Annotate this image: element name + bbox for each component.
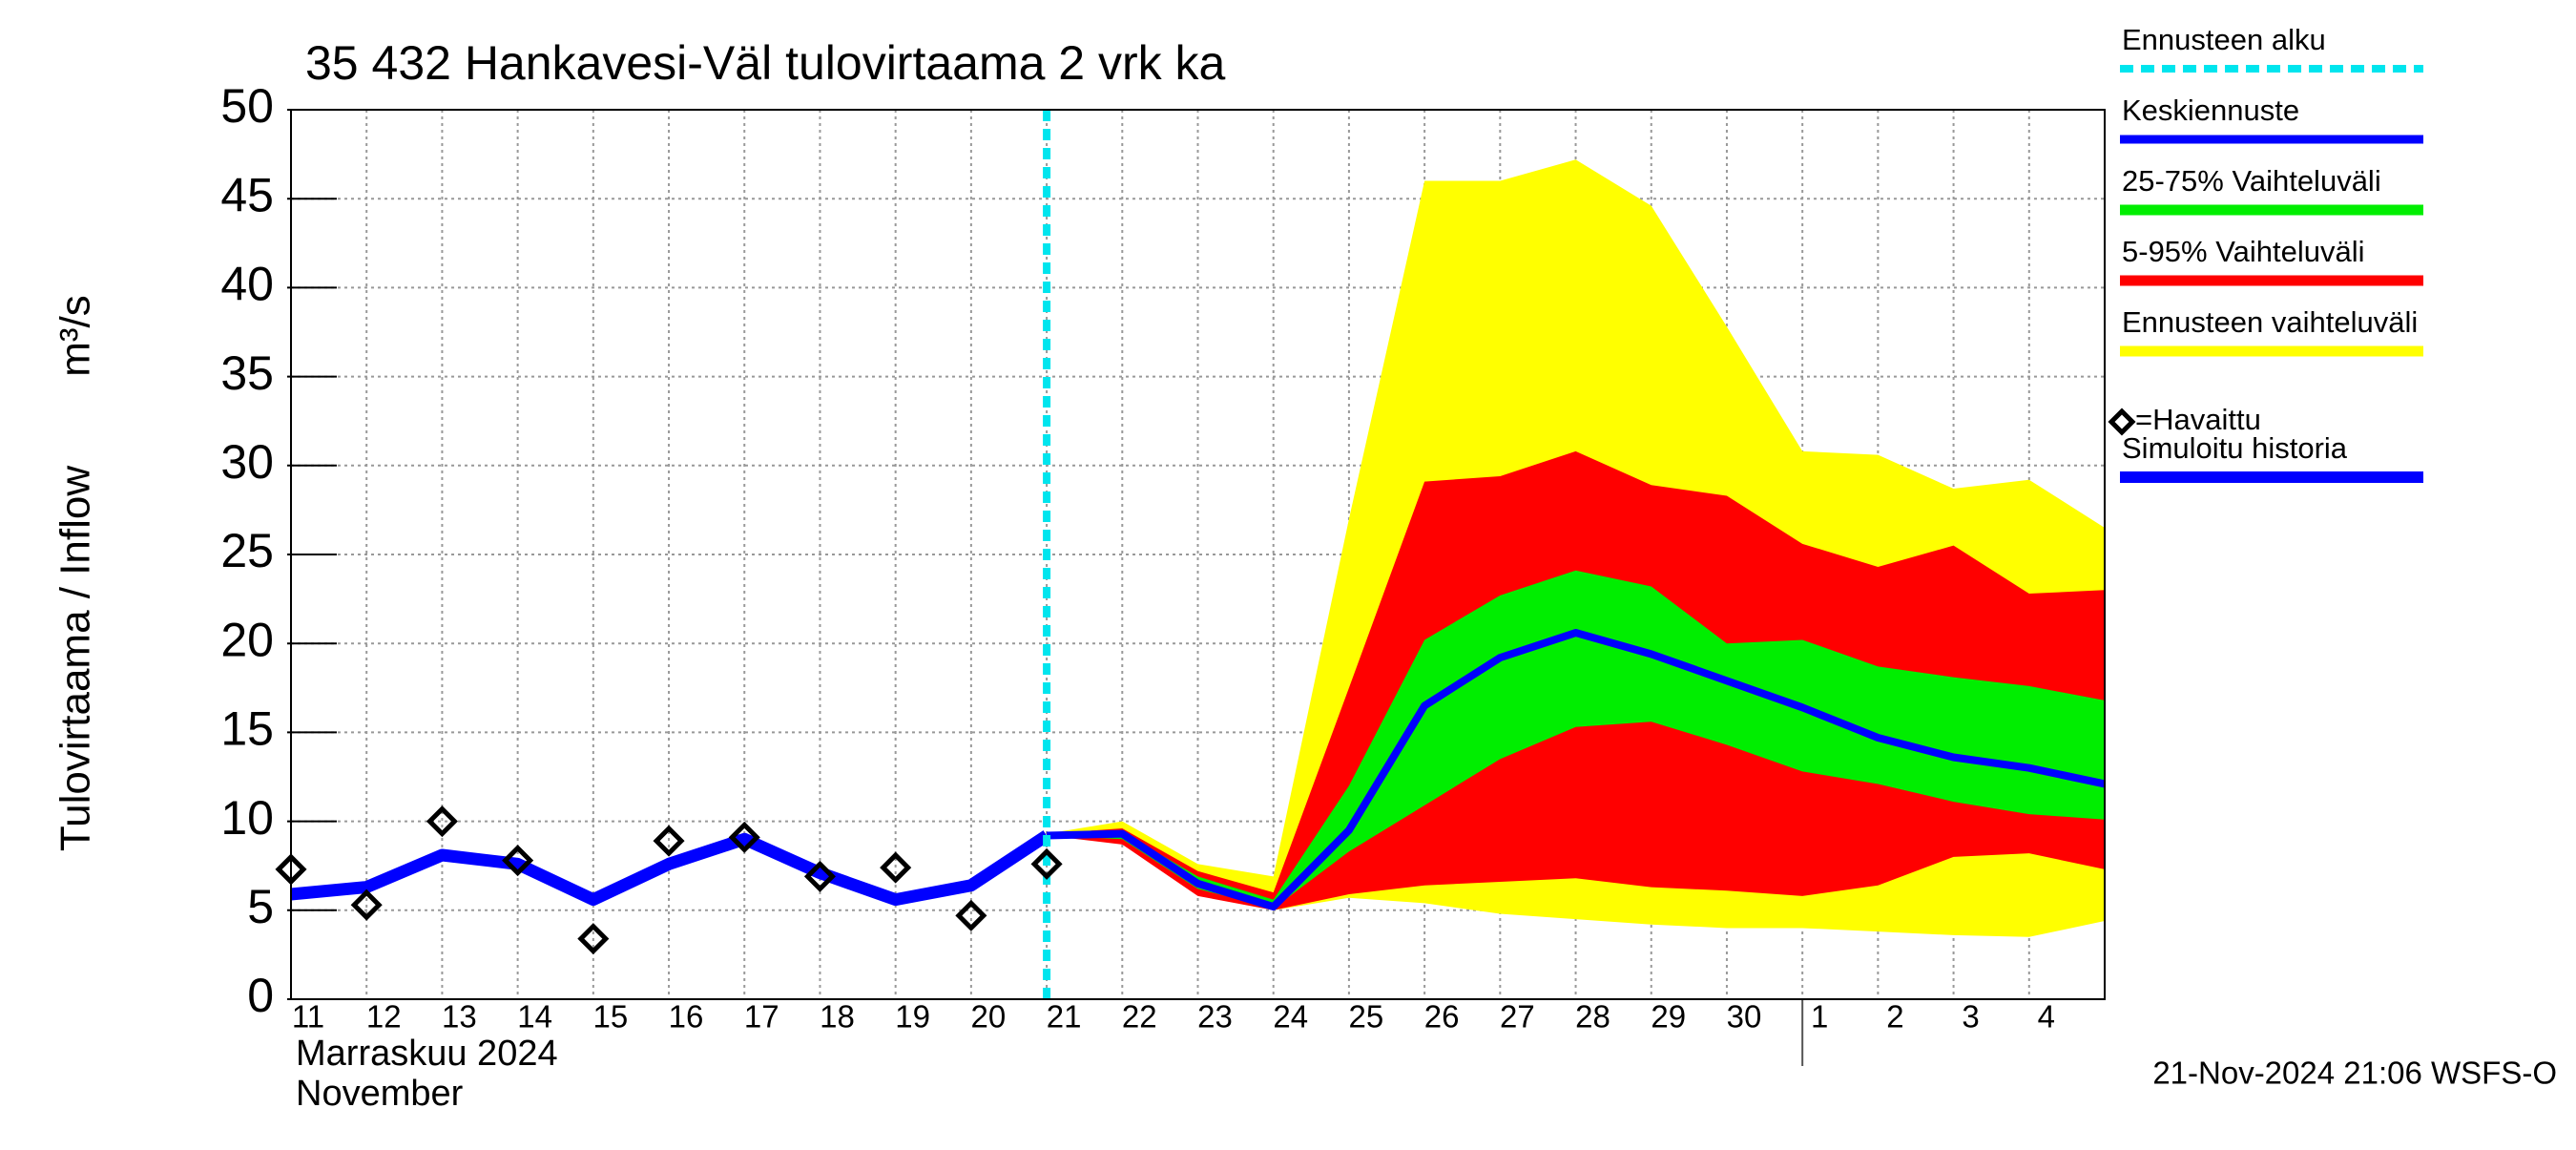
observed-marker [1030,847,1063,880]
series-line [1046,629,2106,911]
legend-label: =Havaittu [2135,403,2261,436]
timestamp: 21-Nov-2024 21:06 WSFS-O [2152,1056,2557,1091]
x-tick-label: 1 [1811,999,1828,1035]
y-axis-unit: m³/s [52,295,99,377]
observed-marker [880,851,912,884]
observed-marker [653,825,685,857]
y-tick-label: 20 [220,613,274,666]
legend-marker [2108,408,2136,436]
x-tick-label: 30 [1727,999,1762,1035]
plot-frame [290,109,2106,1000]
y-tick-label: 45 [220,168,274,221]
month-label: Marraskuu 2024 [296,1034,558,1074]
y-tick-label: 15 [220,702,274,756]
y-tick-label: 50 [220,79,274,133]
legend-label: 25-75% Vaihteluväli [2122,164,2381,198]
observed-marker [426,805,458,838]
x-tick-label: 20 [971,999,1007,1035]
x-tick-label: 17 [744,999,779,1035]
month-label: November [296,1074,464,1114]
legend-label: Ennusteen alku [2122,23,2326,56]
band [1047,570,2105,909]
observed-marker [955,899,987,931]
x-tick-label: 2 [1886,999,1903,1035]
x-tick-label: 21 [1047,999,1082,1035]
observed-marker [803,860,836,892]
x-tick-label: 14 [517,999,552,1035]
x-tick-label: 22 [1122,999,1157,1035]
x-tick-label: 24 [1273,999,1308,1035]
y-tick-label: 5 [247,880,274,933]
y-tick-label: 30 [220,435,274,489]
x-tick-label: 29 [1651,999,1686,1035]
x-tick-label: 4 [2038,999,2055,1035]
y-tick-label: 10 [220,791,274,845]
x-tick-label: 27 [1500,999,1535,1035]
legend-label: Keskiennuste [2122,94,2299,127]
chart-title: 35 432 Hankavesi-Väl tulovirtaama 2 vrk … [305,36,1226,90]
x-tick-label: 16 [669,999,704,1035]
x-tick-label: 18 [820,999,855,1035]
x-tick-label: 13 [442,999,477,1035]
x-tick-label: 11 [292,999,324,1035]
observed-marker [728,821,760,853]
observed-marker [502,845,534,877]
y-axis-title: Tulovirtaama / Inflow [52,466,99,852]
legend-label: Simuloitu historia [2122,431,2348,465]
y-tick-label: 25 [220,524,274,577]
series-line [290,830,1050,907]
x-tick-label: 3 [1962,999,1979,1035]
observed-marker [577,923,610,955]
x-tick-label: 19 [895,999,930,1035]
legend-label: Ennusteen vaihteluväli [2122,305,2418,339]
x-tick-label: 26 [1424,999,1460,1035]
x-tick-label: 15 [592,999,628,1035]
x-tick-label: 12 [366,999,402,1035]
y-tick-label: 0 [247,969,274,1022]
x-tick-label: 23 [1197,999,1233,1035]
x-tick-label: 28 [1575,999,1610,1035]
y-tick-label: 40 [220,258,274,311]
x-tick-label: 25 [1349,999,1384,1035]
y-tick-label: 35 [220,346,274,400]
legend-label: 5-95% Vaihteluväli [2122,235,2364,268]
observed-marker [350,889,383,921]
